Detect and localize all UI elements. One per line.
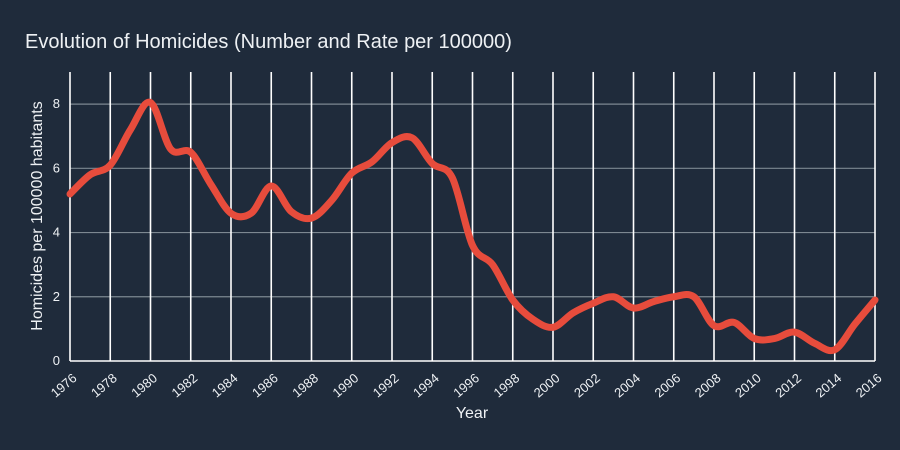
x-axis-title: Year (456, 405, 489, 422)
x-tick-label: 2014 (813, 370, 845, 400)
x-tick-label: 1992 (370, 370, 402, 400)
x-tick-label: 2016 (853, 370, 885, 400)
x-tick-label: 1986 (249, 370, 281, 400)
x-tick-label: 2012 (772, 370, 804, 400)
x-tick-label: 1984 (209, 370, 241, 400)
x-tick-label: 1980 (128, 370, 160, 400)
y-axis-title: Homicides per 100000 habitants (29, 101, 46, 330)
x-tick-label: 1996 (450, 370, 482, 400)
x-tick-label: 2010 (732, 370, 764, 400)
y-tick-label: 0 (53, 353, 60, 368)
x-tick-label: 1978 (88, 370, 120, 400)
x-tick-label: 2004 (611, 370, 643, 400)
x-tick-label: 2002 (571, 370, 603, 400)
x-tick-label: 1988 (289, 370, 321, 400)
grid-layer (69, 72, 876, 361)
x-tick-label: 1994 (410, 370, 442, 400)
x-tick-label: 2006 (652, 370, 684, 400)
chart-title: Evolution of Homicides (Number and Rate … (25, 31, 512, 53)
y-tick-label: 6 (53, 160, 60, 175)
x-tick-label: 1976 (48, 370, 80, 400)
x-tick-label: 1998 (491, 370, 523, 400)
x-tick-label: 1982 (169, 370, 201, 400)
y-tick-label: 4 (53, 225, 60, 240)
x-tick-label: 2000 (531, 370, 563, 400)
x-tick-label: 2008 (692, 370, 724, 400)
y-tick-label: 8 (53, 96, 60, 111)
axis-layer: 0 2 4 6 8 1976 1978 1980 1982 1984 1986 1988 1990 199… (48, 96, 885, 400)
y-tick-label: 2 (53, 289, 60, 304)
series-layer (66, 98, 879, 355)
series-line (66, 98, 879, 355)
x-tick-label: 1990 (330, 370, 362, 400)
